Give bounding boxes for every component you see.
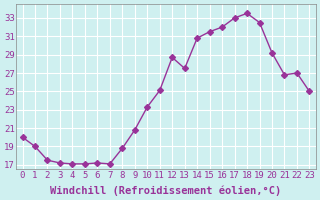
X-axis label: Windchill (Refroidissement éolien,°C): Windchill (Refroidissement éolien,°C)	[50, 185, 282, 196]
